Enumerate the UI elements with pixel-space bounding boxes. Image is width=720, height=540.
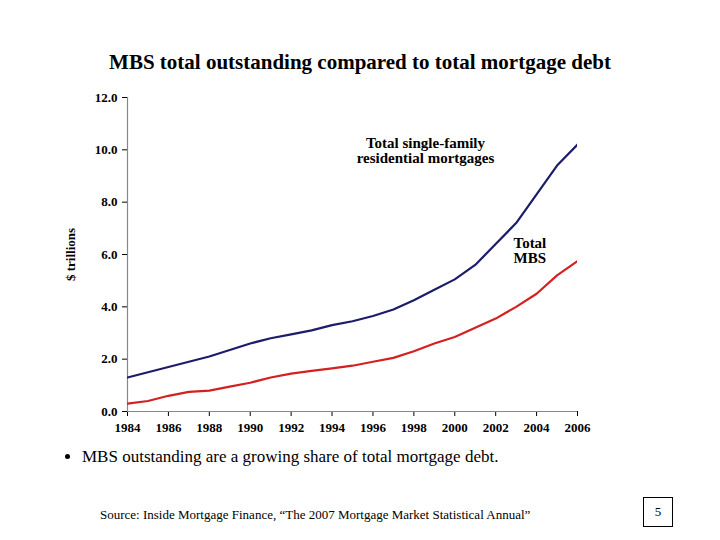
svg-text:4.0: 4.0 (101, 299, 117, 314)
svg-text:2004: 2004 (524, 420, 551, 435)
svg-text:10.0: 10.0 (95, 142, 118, 157)
svg-text:0.0: 0.0 (101, 404, 117, 419)
svg-text:1994: 1994 (319, 420, 346, 435)
html-text:Source: Inside Mortgage Financ: Source: Inside Mortgage Finance, “The 20… (100, 507, 531, 522)
svg-text:2006: 2006 (565, 420, 592, 435)
svg-text:1992: 1992 (278, 420, 304, 435)
svg-text:2000: 2000 (442, 420, 468, 435)
svg-text:2.0: 2.0 (101, 351, 117, 366)
svg-text:8.0: 8.0 (101, 194, 117, 209)
svg-text:$ trillions: $ trillions (63, 228, 78, 281)
html-text:MBS total outstanding compared: MBS total outstanding compared to total … (109, 50, 611, 74)
svg-text:1986: 1986 (155, 420, 182, 435)
svg-text:1996: 1996 (360, 420, 387, 435)
svg-text:1988: 1988 (196, 420, 223, 435)
svg-text:12.0: 12.0 (95, 90, 118, 105)
svg-text:1998: 1998 (401, 420, 428, 435)
html-text:MBS outstanding are a growing: MBS outstanding are a growing share of t… (82, 447, 499, 466)
html-text:5: 5 (654, 504, 662, 519)
svg-text:TotalMBS: TotalMBS (514, 235, 547, 266)
svg-text:Total single-familyresidential: Total single-familyresidential mortgages (357, 135, 495, 166)
svg-text:2002: 2002 (483, 420, 509, 435)
svg-text:6.0: 6.0 (101, 247, 117, 262)
svg-text:1984: 1984 (115, 420, 142, 435)
svg-text:1990: 1990 (237, 420, 263, 435)
